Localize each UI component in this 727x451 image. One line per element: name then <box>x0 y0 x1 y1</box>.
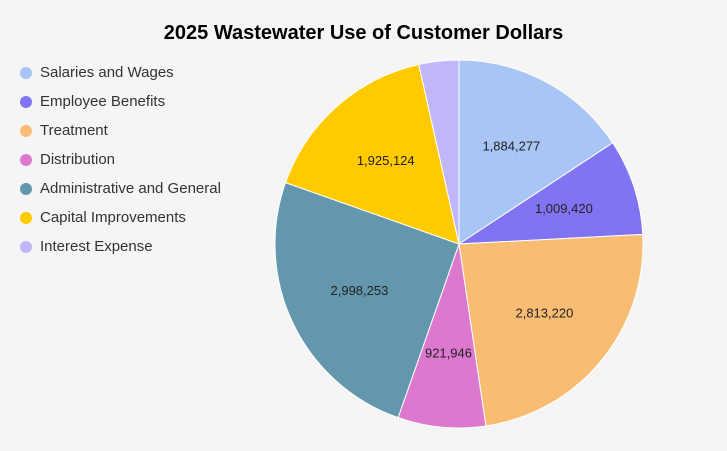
legend-swatch <box>20 240 32 253</box>
slice-data-label: 1,009,420 <box>535 201 593 216</box>
legend-swatch <box>20 153 32 166</box>
pie-slice <box>274 181 460 419</box>
legend-label: Capital Improvements <box>40 209 186 226</box>
slice-data-label: 1,884,277 <box>482 138 540 153</box>
legend-swatch <box>20 124 32 137</box>
legend-item: Treatment <box>20 116 221 145</box>
legend-item: Employee Benefits <box>20 87 221 116</box>
chart-legend: Salaries and Wages Employee Benefits Treat… <box>20 58 221 261</box>
legend-item: Interest Expense <box>20 232 221 261</box>
slice-data-label: 1,925,124 <box>357 153 415 168</box>
legend-item: Distribution <box>20 145 221 174</box>
legend-item: Salaries and Wages <box>20 58 221 87</box>
legend-label: Distribution <box>40 151 116 168</box>
legend-swatch <box>20 66 32 79</box>
legend-swatch <box>20 182 32 195</box>
pie-slice <box>458 59 614 245</box>
slice-data-label: 2,998,253 <box>331 283 389 298</box>
legend-label: Employee Benefits <box>40 93 166 110</box>
slice-data-label: 921,946 <box>425 345 472 360</box>
legend-swatch <box>20 95 32 108</box>
slice-data-label: 2,813,220 <box>515 305 573 320</box>
legend-label: Administrative and General <box>40 180 221 197</box>
legend-label: Salaries and Wages <box>40 64 174 81</box>
legend-label: Treatment <box>40 122 108 139</box>
pie-slice <box>284 63 460 245</box>
legend-swatch <box>20 211 32 224</box>
legend-label: Interest Expense <box>40 238 153 255</box>
pie-slice <box>418 59 460 245</box>
legend-item: Administrative and General <box>20 174 221 203</box>
legend-item: Capital Improvements <box>20 203 221 232</box>
pie-slice <box>457 142 644 245</box>
pie-slice <box>458 233 644 427</box>
chart-title: 2025 Wastewater Use of Customer Dollars <box>163 22 564 44</box>
